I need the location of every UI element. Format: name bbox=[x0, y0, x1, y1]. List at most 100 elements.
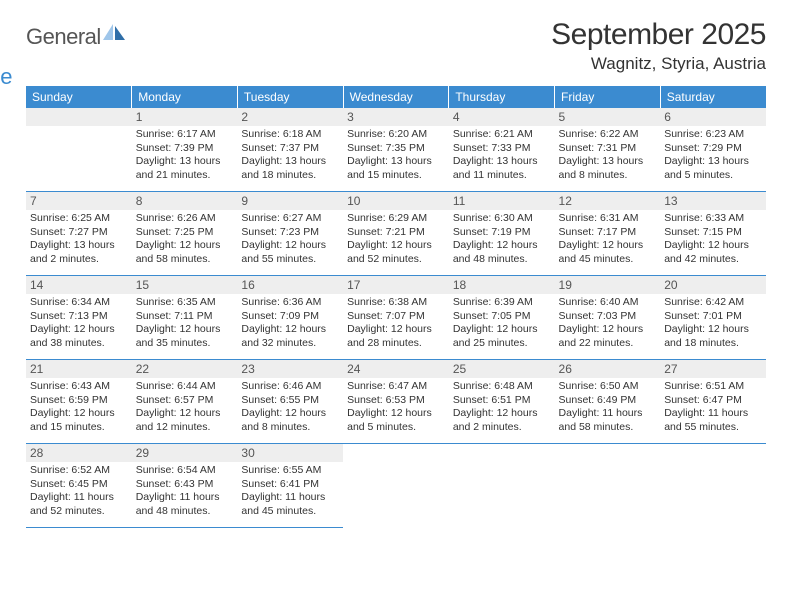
day-cell: 27Sunrise: 6:51 AMSunset: 6:47 PMDayligh… bbox=[660, 360, 766, 444]
day-number: 17 bbox=[343, 276, 449, 294]
daylight-text: Daylight: 12 hours bbox=[241, 407, 339, 421]
sunset-text: Sunset: 6:59 PM bbox=[30, 394, 128, 408]
sunset-text: Sunset: 7:19 PM bbox=[453, 226, 551, 240]
day-cell: 7Sunrise: 6:25 AMSunset: 7:27 PMDaylight… bbox=[26, 192, 132, 276]
day-cell: 10Sunrise: 6:29 AMSunset: 7:21 PMDayligh… bbox=[343, 192, 449, 276]
dayname-row: SundayMondayTuesdayWednesdayThursdayFrid… bbox=[26, 86, 766, 108]
daylight-text: Daylight: 11 hours bbox=[559, 407, 657, 421]
daylight-text: and 48 minutes. bbox=[136, 505, 234, 519]
sunset-text: Sunset: 7:15 PM bbox=[664, 226, 762, 240]
day-number: 11 bbox=[449, 192, 555, 210]
calendar-cell: 24Sunrise: 6:47 AMSunset: 6:53 PMDayligh… bbox=[343, 360, 449, 444]
sunrise-text: Sunrise: 6:35 AM bbox=[136, 296, 234, 310]
day-number: 28 bbox=[26, 444, 132, 462]
daylight-text: Daylight: 12 hours bbox=[30, 407, 128, 421]
day-number: 12 bbox=[555, 192, 661, 210]
location-text: Wagnitz, Styria, Austria bbox=[551, 54, 766, 74]
day-number: 9 bbox=[237, 192, 343, 210]
daylight-text: and 32 minutes. bbox=[241, 337, 339, 351]
day-cell: 15Sunrise: 6:35 AMSunset: 7:11 PMDayligh… bbox=[132, 276, 238, 360]
day-cell: 2Sunrise: 6:18 AMSunset: 7:37 PMDaylight… bbox=[237, 108, 343, 192]
daylight-text: Daylight: 12 hours bbox=[347, 323, 445, 337]
calendar-week: 28Sunrise: 6:52 AMSunset: 6:45 PMDayligh… bbox=[26, 444, 766, 528]
sunset-text: Sunset: 7:05 PM bbox=[453, 310, 551, 324]
calendar-cell: 15Sunrise: 6:35 AMSunset: 7:11 PMDayligh… bbox=[132, 276, 238, 360]
day-cell: 13Sunrise: 6:33 AMSunset: 7:15 PMDayligh… bbox=[660, 192, 766, 276]
day-number: 29 bbox=[132, 444, 238, 462]
sunrise-text: Sunrise: 6:44 AM bbox=[136, 380, 234, 394]
day-number: 3 bbox=[343, 108, 449, 126]
sunrise-text: Sunrise: 6:48 AM bbox=[453, 380, 551, 394]
daylight-text: Daylight: 12 hours bbox=[136, 239, 234, 253]
calendar-cell: 23Sunrise: 6:46 AMSunset: 6:55 PMDayligh… bbox=[237, 360, 343, 444]
sunset-text: Sunset: 7:29 PM bbox=[664, 142, 762, 156]
daylight-text: and 15 minutes. bbox=[347, 169, 445, 183]
day-cell: 11 Sunrise: 6:30 AMSunset: 7:19 PMDayligh… bbox=[449, 192, 555, 276]
sunrise-text: Sunrise: 6:47 AM bbox=[347, 380, 445, 394]
daylight-text: and 52 minutes. bbox=[347, 253, 445, 267]
daylight-text: and 2 minutes. bbox=[453, 421, 551, 435]
day-cell: 6Sunrise: 6:23 AMSunset: 7:29 PMDaylight… bbox=[660, 108, 766, 192]
sunrise-text: Sunrise: 6:55 AM bbox=[241, 464, 339, 478]
sunset-text: Sunset: 6:53 PM bbox=[347, 394, 445, 408]
day-number: 27 bbox=[660, 360, 766, 378]
daylight-text: and 42 minutes. bbox=[664, 253, 762, 267]
daylight-text: and 55 minutes. bbox=[241, 253, 339, 267]
sunrise-text: Sunrise: 6:17 AM bbox=[136, 128, 234, 142]
sunset-text: Sunset: 7:01 PM bbox=[664, 310, 762, 324]
daylight-text: and 35 minutes. bbox=[136, 337, 234, 351]
daylight-text: Daylight: 13 hours bbox=[453, 155, 551, 169]
dayname-header: Friday bbox=[555, 86, 661, 108]
sunrise-text: Sunrise: 6:31 AM bbox=[559, 212, 657, 226]
calendar-cell: 25Sunrise: 6:48 AMSunset: 6:51 PMDayligh… bbox=[449, 360, 555, 444]
daylight-text: Daylight: 12 hours bbox=[136, 323, 234, 337]
daylight-text: Daylight: 12 hours bbox=[453, 239, 551, 253]
daylight-text: Daylight: 13 hours bbox=[30, 239, 128, 253]
daylight-text: and 21 minutes. bbox=[136, 169, 234, 183]
sunrise-text: Sunrise: 6:26 AM bbox=[136, 212, 234, 226]
day-number: 26 bbox=[555, 360, 661, 378]
sunset-text: Sunset: 6:47 PM bbox=[664, 394, 762, 408]
sunset-text: Sunset: 6:57 PM bbox=[136, 394, 234, 408]
day-number: 7 bbox=[26, 192, 132, 210]
sunset-text: Sunset: 6:51 PM bbox=[453, 394, 551, 408]
daylight-text: Daylight: 13 hours bbox=[136, 155, 234, 169]
day-cell: 23Sunrise: 6:46 AMSunset: 6:55 PMDayligh… bbox=[237, 360, 343, 444]
sunset-text: Sunset: 7:25 PM bbox=[136, 226, 234, 240]
sunrise-text: Sunrise: 6:54 AM bbox=[136, 464, 234, 478]
daylight-text: and 25 minutes. bbox=[453, 337, 551, 351]
sunset-text: Sunset: 6:45 PM bbox=[30, 478, 128, 492]
day-cell: 5Sunrise: 6:22 AMSunset: 7:31 PMDaylight… bbox=[555, 108, 661, 192]
calendar-week: 7Sunrise: 6:25 AMSunset: 7:27 PMDaylight… bbox=[26, 192, 766, 276]
day-cell: 9Sunrise: 6:27 AMSunset: 7:23 PMDaylight… bbox=[237, 192, 343, 276]
sunrise-text: Sunrise: 6:20 AM bbox=[347, 128, 445, 142]
sunset-text: Sunset: 6:55 PM bbox=[241, 394, 339, 408]
calendar-week: 1Sunrise: 6:17 AMSunset: 7:39 PMDaylight… bbox=[26, 108, 766, 192]
daylight-text: Daylight: 12 hours bbox=[136, 407, 234, 421]
calendar-cell: 10Sunrise: 6:29 AMSunset: 7:21 PMDayligh… bbox=[343, 192, 449, 276]
daylight-text: Daylight: 12 hours bbox=[347, 407, 445, 421]
daylight-text: and 55 minutes. bbox=[664, 421, 762, 435]
daylight-text: and 18 minutes. bbox=[664, 337, 762, 351]
day-cell: 20Sunrise: 6:42 AMSunset: 7:01 PMDayligh… bbox=[660, 276, 766, 360]
calendar-body: 1Sunrise: 6:17 AMSunset: 7:39 PMDaylight… bbox=[26, 108, 766, 528]
day-cell: 30Sunrise: 6:55 AMSunset: 6:41 PMDayligh… bbox=[237, 444, 343, 528]
calendar-cell: 1Sunrise: 6:17 AMSunset: 7:39 PMDaylight… bbox=[132, 108, 238, 192]
brand-sail-icon bbox=[103, 24, 125, 47]
day-number: 30 bbox=[237, 444, 343, 462]
calendar-cell: 14Sunrise: 6:34 AMSunset: 7:13 PMDayligh… bbox=[26, 276, 132, 360]
calendar-cell bbox=[449, 444, 555, 528]
day-cell: 22Sunrise: 6:44 AMSunset: 6:57 PMDayligh… bbox=[132, 360, 238, 444]
sunset-text: Sunset: 7:37 PM bbox=[241, 142, 339, 156]
dayname-header: Saturday bbox=[660, 86, 766, 108]
calendar-cell: 9Sunrise: 6:27 AMSunset: 7:23 PMDaylight… bbox=[237, 192, 343, 276]
sunset-text: Sunset: 7:23 PM bbox=[241, 226, 339, 240]
daylight-text: and 38 minutes. bbox=[30, 337, 128, 351]
calendar-cell: 29Sunrise: 6:54 AMSunset: 6:43 PMDayligh… bbox=[132, 444, 238, 528]
day-number-empty bbox=[26, 108, 132, 126]
sunrise-text: Sunrise: 6:30 AM bbox=[453, 212, 551, 226]
day-cell: 28Sunrise: 6:52 AMSunset: 6:45 PMDayligh… bbox=[26, 444, 132, 528]
brand-name-main: General bbox=[26, 24, 101, 49]
calendar-cell: 8Sunrise: 6:26 AMSunset: 7:25 PMDaylight… bbox=[132, 192, 238, 276]
dayname-header: Wednesday bbox=[343, 86, 449, 108]
